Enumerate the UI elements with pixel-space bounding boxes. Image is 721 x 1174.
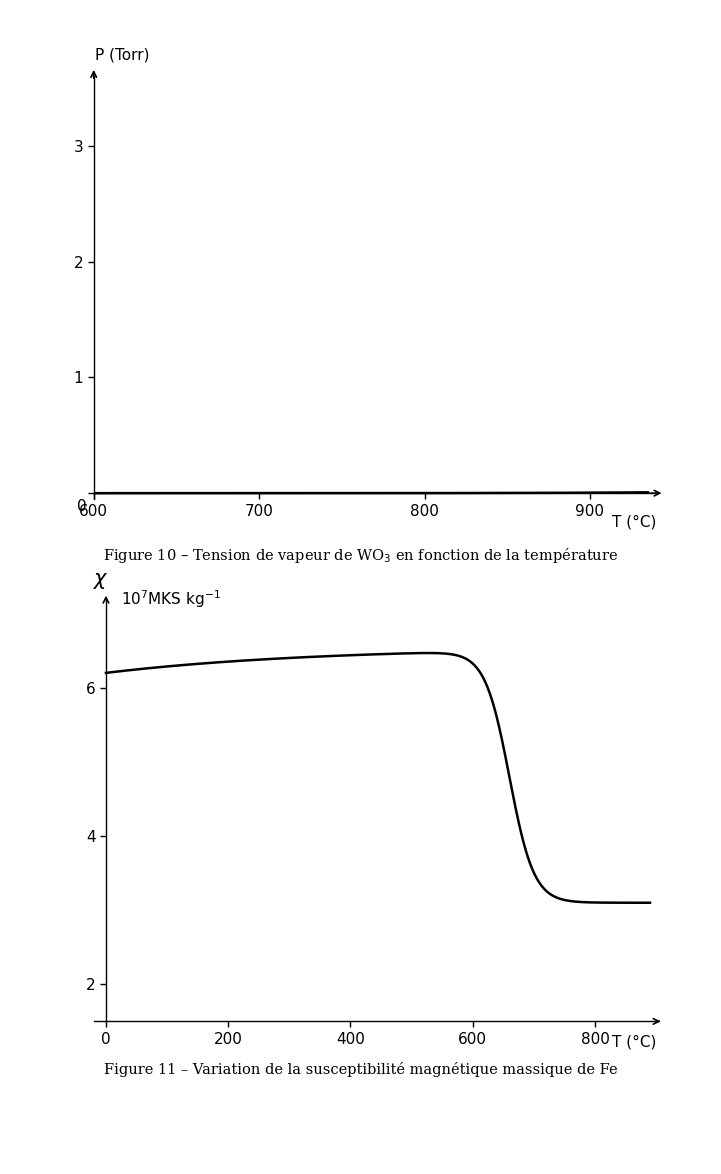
Text: 10$^7$MKS kg$^{-1}$: 10$^7$MKS kg$^{-1}$ <box>121 588 221 609</box>
Text: P (Torr): P (Torr) <box>95 47 150 62</box>
Text: Figure 10 – Tension de vapeur de WO$_3$ en fonction de la température: Figure 10 – Tension de vapeur de WO$_3$ … <box>103 546 618 565</box>
Text: T (°C): T (°C) <box>611 1034 656 1050</box>
Text: 0: 0 <box>77 499 87 514</box>
Text: T (°C): T (°C) <box>611 514 656 529</box>
Text: Figure 11 – Variation de la susceptibilité magnétique massique de Fe: Figure 11 – Variation de la susceptibili… <box>104 1062 617 1078</box>
Text: $\chi$: $\chi$ <box>93 572 109 592</box>
